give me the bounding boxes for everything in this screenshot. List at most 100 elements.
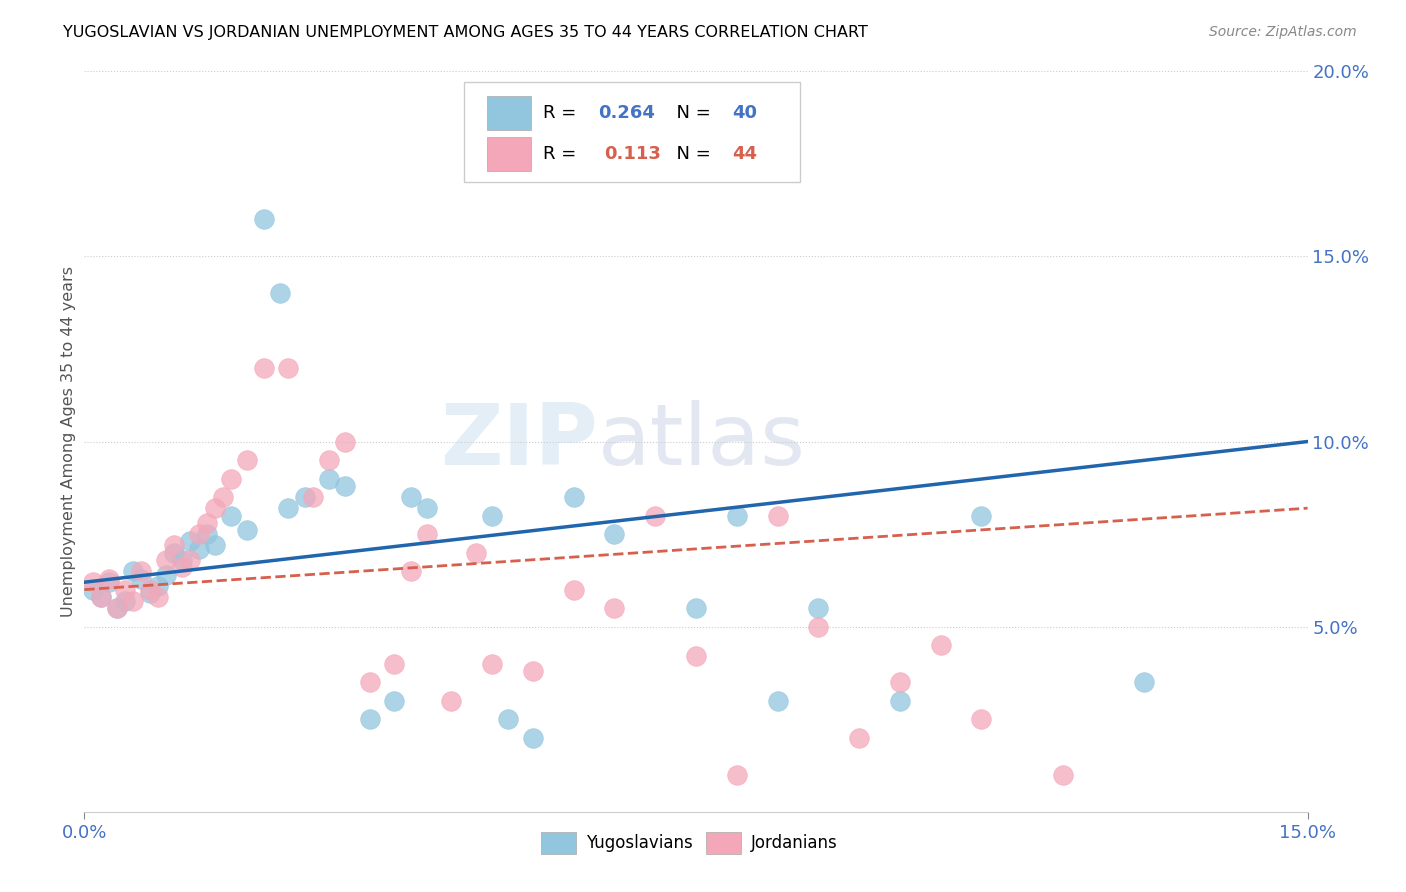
Point: [766, 508, 789, 523]
Point: [131, 572, 153, 586]
Point: [382, 657, 405, 671]
Point: [416, 501, 439, 516]
Point: [172, 553, 194, 567]
Point: [335, 434, 357, 449]
Point: [522, 731, 544, 745]
Point: [163, 545, 186, 560]
Point: [359, 712, 381, 726]
Point: [359, 675, 381, 690]
Point: [889, 675, 911, 690]
Point: [219, 508, 242, 523]
Point: [163, 538, 186, 552]
Text: N =: N =: [665, 103, 717, 122]
Point: [562, 582, 585, 597]
Point: [187, 527, 209, 541]
Point: [603, 527, 626, 541]
Point: [155, 567, 177, 582]
Point: [807, 601, 830, 615]
Text: R =: R =: [543, 103, 582, 122]
Point: [97, 572, 120, 586]
Text: Source: ZipAtlas.com: Source: ZipAtlas.com: [1209, 25, 1357, 39]
Text: Yugoslavians: Yugoslavians: [586, 834, 693, 852]
Point: [155, 553, 177, 567]
Point: [685, 601, 707, 615]
Point: [146, 590, 169, 604]
Point: [970, 508, 993, 523]
Point: [562, 490, 585, 504]
Point: [146, 579, 169, 593]
Point: [399, 564, 422, 578]
Point: [236, 453, 259, 467]
FancyBboxPatch shape: [486, 95, 531, 130]
Point: [122, 593, 145, 607]
Point: [399, 490, 422, 504]
Point: [172, 560, 194, 574]
Point: [187, 541, 209, 556]
FancyBboxPatch shape: [464, 82, 800, 183]
Point: [277, 360, 299, 375]
FancyBboxPatch shape: [541, 832, 576, 854]
Point: [82, 575, 104, 590]
Text: Jordanians: Jordanians: [751, 834, 838, 852]
Point: [212, 490, 235, 504]
Point: [204, 538, 226, 552]
Point: [82, 582, 104, 597]
FancyBboxPatch shape: [486, 137, 531, 171]
Point: [725, 767, 748, 781]
Point: [131, 564, 153, 578]
Point: [416, 527, 439, 541]
Point: [603, 601, 626, 615]
Point: [195, 527, 218, 541]
Point: [464, 545, 486, 560]
Point: [318, 453, 340, 467]
Text: 44: 44: [733, 145, 758, 163]
Point: [848, 731, 870, 745]
Point: [277, 501, 299, 516]
Point: [335, 479, 357, 493]
Point: [318, 472, 340, 486]
Point: [889, 694, 911, 708]
Point: [105, 601, 128, 615]
Text: ZIP: ZIP: [440, 400, 598, 483]
Point: [301, 490, 323, 504]
Point: [807, 619, 830, 633]
Point: [382, 694, 405, 708]
Point: [253, 212, 276, 227]
Point: [269, 286, 291, 301]
Point: [644, 508, 666, 523]
Point: [195, 516, 218, 530]
Y-axis label: Unemployment Among Ages 35 to 44 years: Unemployment Among Ages 35 to 44 years: [60, 266, 76, 617]
Text: R =: R =: [543, 145, 588, 163]
Point: [219, 472, 242, 486]
Point: [90, 590, 112, 604]
Text: 0.264: 0.264: [598, 103, 655, 122]
Text: 0.113: 0.113: [605, 145, 661, 163]
Point: [766, 694, 789, 708]
Text: YUGOSLAVIAN VS JORDANIAN UNEMPLOYMENT AMONG AGES 35 TO 44 YEARS CORRELATION CHAR: YUGOSLAVIAN VS JORDANIAN UNEMPLOYMENT AM…: [63, 25, 868, 40]
Point: [685, 649, 707, 664]
Point: [204, 501, 226, 516]
Point: [236, 524, 259, 538]
Point: [970, 712, 993, 726]
Point: [138, 582, 160, 597]
Point: [90, 590, 112, 604]
Point: [440, 694, 463, 708]
Point: [725, 508, 748, 523]
Point: [114, 582, 136, 597]
Point: [294, 490, 316, 504]
Point: [105, 601, 128, 615]
Point: [122, 564, 145, 578]
Point: [481, 657, 503, 671]
Point: [114, 593, 136, 607]
Point: [522, 664, 544, 678]
Point: [138, 586, 160, 600]
Point: [929, 638, 952, 652]
Point: [179, 553, 201, 567]
Point: [1052, 767, 1074, 781]
Text: 40: 40: [733, 103, 758, 122]
FancyBboxPatch shape: [706, 832, 741, 854]
Text: N =: N =: [665, 145, 717, 163]
Point: [179, 534, 201, 549]
Text: atlas: atlas: [598, 400, 806, 483]
Point: [498, 712, 520, 726]
